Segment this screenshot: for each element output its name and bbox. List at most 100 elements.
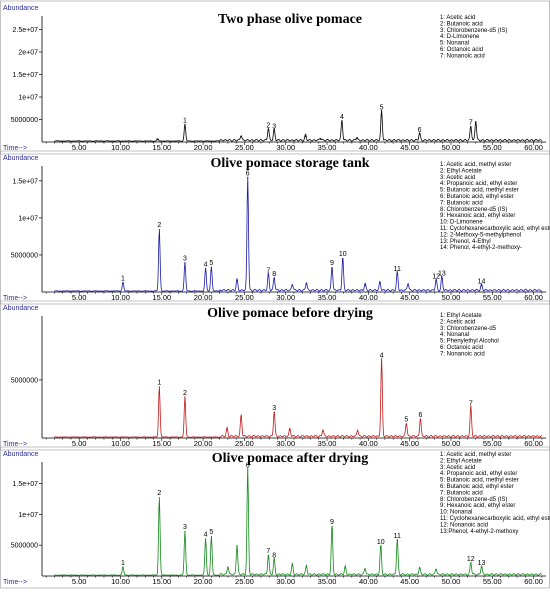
panel-2-peak-label: 9 (330, 260, 334, 267)
panel-3-legend-entry: 2: Acetic acid (440, 319, 475, 325)
panel-3-x-tick-label: 25.00 (235, 439, 254, 448)
panel-2-peak-point (273, 278, 275, 280)
panel-4-legend-entry: 3: Acetic acid (440, 465, 475, 471)
panel-1-x-tick-label: 40.00 (359, 143, 378, 152)
panel-1-peak-point (380, 111, 383, 113)
panel-1-x-tick-label: 25.00 (235, 143, 254, 152)
panel-3-y-label: Abundance (3, 305, 39, 312)
panel-2-peak-point (305, 283, 307, 285)
panel-2-y-tick-label: 1.5e+07 (13, 178, 39, 185)
panel-2-peak-label: 8 (272, 271, 276, 278)
panel-2-legend-entry: 9: Hexanoic acid, ethyl ester (440, 213, 515, 219)
panel-2-peak-point (435, 280, 437, 282)
panel-3-peak-point (289, 429, 291, 431)
panel-4-peak-label: 13 (478, 560, 486, 567)
panel-3-peak-label: 2 (183, 390, 187, 397)
panel-1-x-tick-label: 45.00 (400, 143, 419, 152)
panel-4-legend-entry: 1: Acetic acid, methyl ester (440, 452, 511, 458)
panel-2-peak-point (407, 283, 409, 286)
panel-4-peak-point (236, 545, 238, 547)
panel-4-x-tick-label: 10.00 (111, 577, 130, 586)
panel-2-peak-label: 5 (209, 260, 213, 267)
panel-4-peak-point (435, 569, 437, 571)
panel-3-legend-entry: 4: Nonanal (440, 332, 469, 338)
panel-1-x-tick-label: 10.00 (111, 143, 130, 152)
panel-1-peak-point (418, 133, 421, 135)
panel-4-y-label: Abundance (3, 451, 39, 458)
panel-2-peak-point (441, 277, 443, 279)
panel-4-peak-label: 11 (394, 533, 401, 540)
panel-3-peak-point (322, 430, 324, 432)
panel-2-x-tick-label: 10.00 (111, 293, 130, 302)
panel-1-trace (54, 110, 543, 142)
panel-2-legend-entry: 14: Phenol, 4-ethyl-2-methoxy- (440, 245, 522, 251)
panel-4-x-tick-label: 60.00 (524, 577, 543, 586)
panel-2-peak-label: 6 (246, 170, 250, 177)
panel-3-peak-label: 3 (272, 405, 276, 412)
panel-1-x-tick-label: 60.00 (524, 143, 543, 152)
panel-2-peak-point (236, 280, 238, 282)
panel-2-legend-entry: 10: D-Limonene (440, 220, 483, 226)
panel-2-y-tick-label: 1e+07 (18, 215, 38, 222)
panel-3-x-tick-label: 30.00 (276, 439, 295, 448)
panel-2-title: Olive pomace storage tank (210, 156, 369, 171)
panel-4-legend-entry: 5: Butanoic acid, methyl ester (440, 478, 519, 484)
panel-2-x-tick-label: 35.00 (318, 293, 337, 302)
panel-3-title: Olive pomace before drying (207, 306, 373, 321)
panel-1-y-tick-label: 1e+07 (18, 95, 38, 102)
panel-2-legend-entry: 1: Acetic acid, methyl ester (440, 162, 511, 168)
panel-4-peak-point (158, 497, 160, 499)
panel-2-y-label: Abundance (3, 155, 39, 162)
panel-4-peak-point (291, 564, 293, 567)
panel-1-title: Two phase olive pomace (218, 12, 362, 27)
panel-4-peak-label: 9 (330, 519, 334, 526)
panel-1-x-label: Time--> (3, 145, 27, 152)
panel-2-trace (54, 176, 543, 292)
panel-1-peak-point (273, 130, 275, 132)
panel-3-x-tick-label: 20.00 (194, 439, 213, 448)
panel-3-x-tick-label: 50.00 (442, 439, 461, 448)
panel-3-peak-label: 4 (380, 353, 384, 360)
panel-1-x-tick-label: 30.00 (276, 143, 295, 152)
panel-1-x-tick-label: 55.00 (483, 143, 502, 152)
panel-3-peak-point (405, 423, 407, 425)
panel-2-peak-point (247, 177, 249, 179)
panel-2-x-tick-label: 20.00 (194, 293, 213, 302)
panel-4-x-label: Time--> (3, 579, 27, 586)
panel-2-peak-point (331, 266, 333, 269)
panel-4-peak-label: 4 (204, 532, 208, 539)
panel-4-peak-label: 3 (183, 524, 187, 531)
panel-2-peak-point (364, 284, 366, 286)
panel-1-peak-point (184, 124, 186, 126)
panel-4-peak-label: 5 (209, 529, 213, 536)
panel-3-x-tick-label: 40.00 (359, 439, 378, 448)
panel-3-peak-point (380, 359, 383, 361)
panel-1-legend-entry: 5: Nonanal (440, 41, 469, 47)
panel-2-x-tick-label: 45.00 (400, 293, 419, 302)
panel-1-legend-entry: 6: Octanoic acid (440, 47, 483, 53)
panel-2-legend-entry: 7: Butanoic acid (440, 200, 483, 206)
panel-3-x-tick-label: 10.00 (111, 439, 130, 448)
panel-2-peak-point (291, 284, 293, 286)
panel-4-legend-entry: 10: Nonanal (440, 510, 472, 516)
panel-2-peak-label: 7 (266, 267, 270, 274)
panel-2-legend-entry: 8: Chlorobenzene-d5 (IS) (440, 207, 507, 213)
panel-1-y-label: Abundance (3, 5, 39, 12)
panel-4-legend-entry: 11: Cyclohexanecarboxylic acid, ethyl es… (440, 516, 550, 522)
panel-2-peak-point (379, 282, 381, 284)
panel-3-peak-point (184, 396, 186, 398)
panel-2-peak-label: 14 (478, 279, 486, 286)
panel-4-peak-label: 7 (266, 548, 270, 555)
panel-4-peak-point (331, 526, 333, 528)
panel-1-x-tick-label: 20.00 (194, 143, 213, 152)
panel-4-x-tick-label: 5.00 (72, 577, 87, 586)
panel-3-legend-entry: 3: Chlorobenzene-d5 (440, 326, 497, 332)
panel-3-legend-entry: 6: Octanoic acid (440, 345, 483, 351)
panel-2-x-tick-label: 60.00 (524, 293, 543, 302)
panel-4-x-tick-label: 40.00 (359, 577, 378, 586)
panel-4-peak-label: 2 (157, 490, 161, 497)
panel-2-peak-point (158, 229, 160, 231)
panel-3-peak-label: 5 (404, 417, 408, 424)
panel-2-peak-point (184, 262, 186, 264)
panel-1-x-tick-label: 35.00 (318, 143, 337, 152)
